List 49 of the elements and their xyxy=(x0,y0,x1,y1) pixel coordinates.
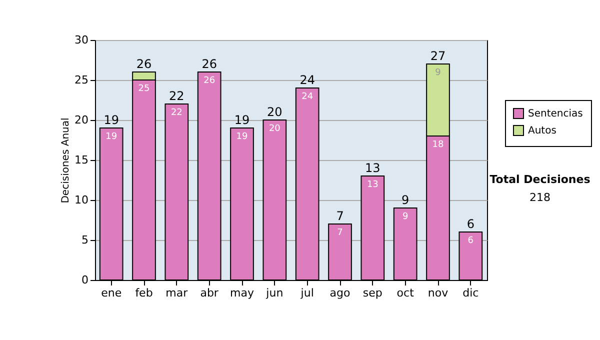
total-label: 27 xyxy=(430,49,446,63)
total-label: 24 xyxy=(300,73,315,87)
total-label: 6 xyxy=(466,217,474,231)
y-tick-label: 10 xyxy=(74,194,88,206)
x-tick-label: may xyxy=(230,286,254,300)
total-label: 19 xyxy=(104,113,119,127)
data-label: 9 xyxy=(402,212,408,222)
data-label: 22 xyxy=(170,108,182,118)
data-label: 19 xyxy=(236,132,248,142)
y-tick-label: 15 xyxy=(74,154,88,166)
y-tick-label: 20 xyxy=(74,114,88,126)
data-label: 7 xyxy=(337,228,343,238)
total-label: 7 xyxy=(336,209,344,223)
data-label: 13 xyxy=(366,180,378,190)
total-label: 26 xyxy=(202,57,217,71)
x-tick-label: jul xyxy=(300,286,314,300)
data-label: 6 xyxy=(468,236,474,246)
text: Total Decisiones xyxy=(490,173,591,186)
total-label: 22 xyxy=(169,89,184,103)
data-label: 24 xyxy=(302,92,314,102)
legend-label: Autos xyxy=(528,126,556,136)
text: 218 xyxy=(530,191,550,204)
x-tick-label: nov xyxy=(428,286,449,300)
total-label: 20 xyxy=(267,105,282,119)
x-tick-label: feb xyxy=(135,286,153,300)
y-axis-title: Decisiones Anual xyxy=(60,118,72,204)
y-tick-label: 0 xyxy=(82,274,88,286)
y-tick-label: 25 xyxy=(74,74,88,86)
total-label: 9 xyxy=(402,193,410,207)
x-tick-label: sep xyxy=(362,286,382,300)
x-tick-label: ene xyxy=(101,286,122,300)
x-tick-label: ago xyxy=(330,286,350,300)
data-label: 9 xyxy=(435,68,442,78)
legend-label: Sentencias xyxy=(528,108,583,120)
x-tick-label: mar xyxy=(166,286,188,300)
x-tick-label: abr xyxy=(200,286,219,300)
data-label: 25 xyxy=(138,84,150,94)
total-label: 19 xyxy=(234,113,250,127)
x-tick-label: oct xyxy=(396,286,415,300)
total-label: 13 xyxy=(365,161,380,175)
y-tick-label: 5 xyxy=(82,234,88,246)
y-tick-label: 30 xyxy=(74,34,88,46)
x-tick-label: jun xyxy=(265,286,284,300)
data-label: 18 xyxy=(432,140,444,150)
x-tick-label: dic xyxy=(462,286,479,300)
data-label: 26 xyxy=(204,76,216,86)
total-label: 26 xyxy=(136,57,152,71)
data-label: 19 xyxy=(106,132,118,142)
data-label: 20 xyxy=(268,124,281,134)
